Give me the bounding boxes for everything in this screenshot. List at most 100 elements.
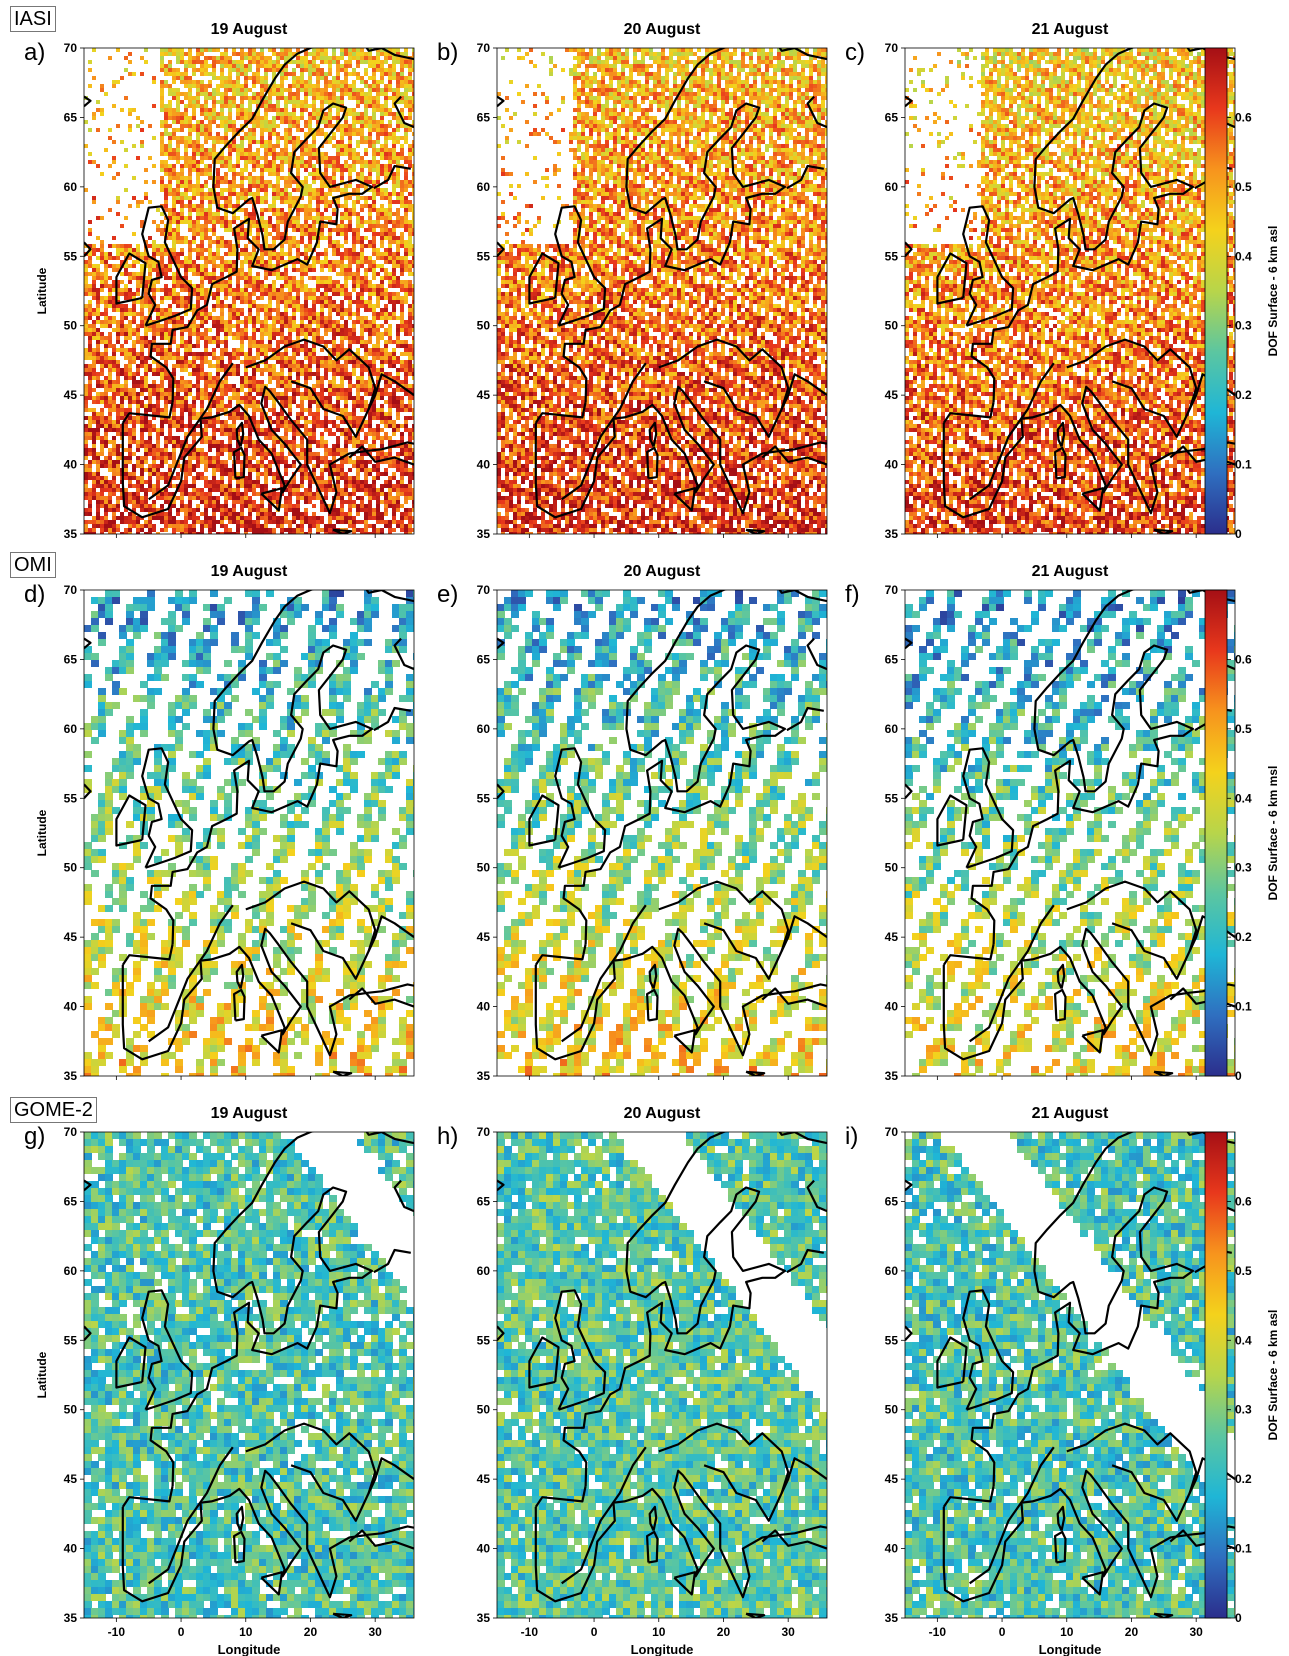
axes-frame <box>904 589 1236 1077</box>
y-tick-label: 60 <box>477 1264 491 1278</box>
y-tick-label: 70 <box>477 41 491 55</box>
y-tick-label: 55 <box>64 791 78 805</box>
y-tick-label: 50 <box>477 319 491 333</box>
y-tick-label: 40 <box>64 1542 78 1556</box>
y-tick-label: 35 <box>64 1611 78 1625</box>
data-cells <box>497 1132 827 1618</box>
y-tick-label: 65 <box>64 652 78 666</box>
y-tick-label: 65 <box>477 1194 491 1208</box>
x-tick-label: -10 <box>521 1625 539 1639</box>
y-axis-label: Latitude <box>35 809 49 856</box>
x-tick-label: -10 <box>108 1625 126 1639</box>
x-axis-label: Longitude <box>631 1642 694 1656</box>
y-tick-label: 45 <box>64 1472 78 1486</box>
panel-i: 35 40 45 50 55 60 65 70 -10 0 10 20 30 Longitude 21 Au… <box>845 1105 1236 1656</box>
x-tick-label: 20 <box>1125 1625 1139 1639</box>
panel-g: 35 40 45 50 55 60 65 70 -10 0 10 20 30 Longitude 19 Au… <box>24 1105 415 1656</box>
row-label-gome2: GOME-2 <box>10 1097 97 1123</box>
coastlines <box>497 590 827 1076</box>
y-tick-label: 45 <box>885 388 899 402</box>
y-tick-label: 40 <box>885 1000 899 1014</box>
panel-title: 21 August <box>1032 21 1109 38</box>
colorbar-tick-label: 0.3 <box>1235 861 1252 875</box>
y-tick-label: 60 <box>64 180 78 194</box>
data-cells <box>905 1132 1235 1618</box>
y-axis-label: Latitude <box>35 1351 49 1398</box>
y-tick-label: 60 <box>477 722 491 736</box>
x-tick-label: 20 <box>304 1625 318 1639</box>
x-axis-label: Longitude <box>1039 1642 1102 1656</box>
y-tick-label: 35 <box>477 527 491 541</box>
colorbar-label: DOF Surface - 6 km msl <box>1266 766 1280 901</box>
coastlines <box>84 1132 414 1618</box>
panel-letter: f) <box>845 581 860 608</box>
panel-letter: h) <box>437 1123 458 1150</box>
x-tick-label: 0 <box>999 1625 1006 1639</box>
y-tick-label: 70 <box>885 41 899 55</box>
colorbar-tick-label: 0.5 <box>1235 722 1252 736</box>
y-tick-label: 40 <box>477 458 491 472</box>
colorbar-tick-label: 0.2 <box>1235 388 1252 402</box>
panel-c: 35 40 45 50 55 60 65 70 21 August c) <box>845 21 1236 541</box>
colorbar-tick-label: 0.1 <box>1235 1542 1252 1556</box>
x-tick-label: 30 <box>1189 1625 1203 1639</box>
y-tick-label: 60 <box>885 1264 899 1278</box>
panel-title: 20 August <box>624 563 701 580</box>
y-tick-label: 35 <box>477 1069 491 1083</box>
y-tick-label: 50 <box>64 1403 78 1417</box>
y-tick-label: 65 <box>477 652 491 666</box>
y-tick-label: 40 <box>64 458 78 472</box>
y-tick-label: 45 <box>64 930 78 944</box>
colorbar-tick-label: 0.4 <box>1235 249 1252 263</box>
row-label-iasi: IASI <box>10 6 56 32</box>
y-tick-label: 50 <box>885 861 899 875</box>
panel-title: 21 August <box>1032 1105 1109 1122</box>
y-tick-label: 50 <box>477 861 491 875</box>
colorbar-label: DOF Surface - 6 km asl <box>1266 226 1280 357</box>
panel-letter: b) <box>437 39 458 66</box>
x-tick-label: 10 <box>239 1625 253 1639</box>
colorbar-tick-label: 0 <box>1235 1611 1242 1625</box>
y-tick-label: 35 <box>885 1611 899 1625</box>
colorbar-tick-label: 0.6 <box>1235 110 1252 124</box>
coastlines <box>497 48 827 534</box>
y-tick-label: 50 <box>64 861 78 875</box>
y-tick-label: 40 <box>885 1542 899 1556</box>
panel-title: 20 August <box>624 21 701 38</box>
colorbar-tick-label: 0.2 <box>1235 930 1252 944</box>
colorbar-tick-label: 0.1 <box>1235 458 1252 472</box>
y-tick-label: 70 <box>477 1125 491 1139</box>
colorbar-tick-label: 0 <box>1235 527 1242 541</box>
y-tick-label: 70 <box>64 41 78 55</box>
y-tick-label: 45 <box>477 930 491 944</box>
data-cells <box>905 590 1235 1076</box>
y-tick-label: 65 <box>885 652 899 666</box>
y-tick-label: 60 <box>64 1264 78 1278</box>
y-tick-label: 50 <box>477 1403 491 1417</box>
y-tick-label: 35 <box>64 527 78 541</box>
y-tick-label: 45 <box>477 1472 491 1486</box>
panel-d: 35 40 45 50 55 60 65 70 19 August d) Latitude <box>24 563 415 1083</box>
panel-letter: c) <box>845 39 865 66</box>
coastlines <box>905 590 1235 1076</box>
y-tick-label: 65 <box>885 110 899 124</box>
y-tick-label: 35 <box>64 1069 78 1083</box>
colorbar: 0 0.1 0.2 0.3 0.4 0.5 0.6 DOF Surface - 6 km as… <box>1204 1131 1280 1625</box>
y-axis-label: Latitude <box>35 267 49 314</box>
y-tick-label: 60 <box>885 180 899 194</box>
axes-frame <box>904 47 1236 535</box>
y-tick-label: 45 <box>477 388 491 402</box>
y-tick-label: 50 <box>885 319 899 333</box>
row-label-omi: OMI <box>10 552 56 578</box>
panel-h: 35 40 45 50 55 60 65 70 -10 0 10 20 30 Longitude 20 Au… <box>437 1105 828 1656</box>
y-tick-label: 55 <box>885 249 899 263</box>
panel-letter: e) <box>437 581 458 608</box>
data-cells <box>84 48 414 534</box>
y-tick-label: 55 <box>885 1333 899 1347</box>
data-cells <box>84 590 414 1076</box>
x-axis-label: Longitude <box>218 1642 281 1656</box>
y-tick-label: 55 <box>477 1333 491 1347</box>
y-tick-label: 40 <box>477 1000 491 1014</box>
y-tick-label: 45 <box>64 388 78 402</box>
panel-letter: d) <box>24 581 45 608</box>
